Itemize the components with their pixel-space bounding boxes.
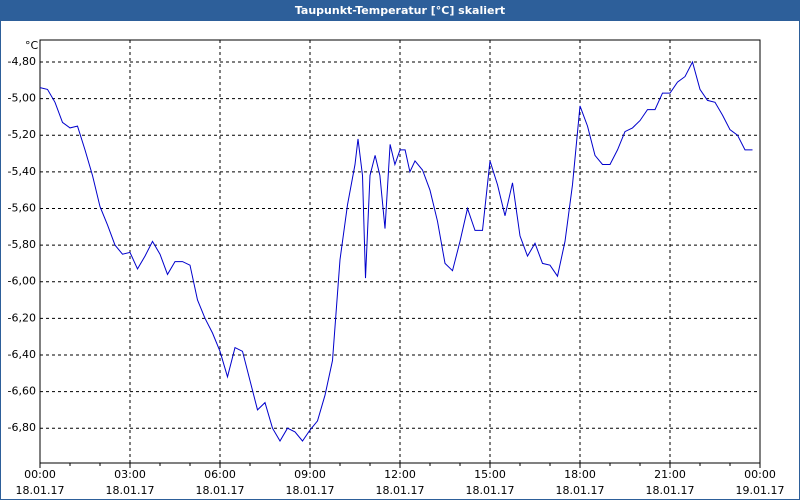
x-tick-label: 09:00 (294, 468, 326, 481)
x-tick-label: 18:00 (564, 468, 596, 481)
y-tick-label: -6,20 (8, 311, 36, 324)
x-tick-date: 18.01.17 (16, 484, 65, 497)
y-tick-label: -5,40 (8, 165, 36, 178)
x-tick-date: 18.01.17 (466, 484, 515, 497)
x-tick-date: 18.01.17 (286, 484, 335, 497)
x-tick-date: 18.01.17 (196, 484, 245, 497)
y-tick-label: -6,80 (8, 421, 36, 434)
x-tick-date: 18.01.17 (106, 484, 155, 497)
y-tick-label: -5,20 (8, 128, 36, 141)
x-tick-date: 18.01.17 (646, 484, 695, 497)
x-tick-date: 19.01.17 (736, 484, 785, 497)
y-tick-label: -6,00 (8, 275, 36, 288)
x-tick-label: 00:00 (24, 468, 56, 481)
x-tick-label: 21:00 (654, 468, 686, 481)
x-tick-label: 06:00 (204, 468, 236, 481)
data-line (39, 60, 753, 442)
y-tick-label: -5,80 (8, 238, 36, 251)
x-tick-label: 03:00 (114, 468, 146, 481)
y-tick-label: -5,60 (8, 201, 36, 214)
x-tick-label: 12:00 (384, 468, 416, 481)
y-tick-label: -4,80 (8, 55, 36, 68)
x-tick-label: 15:00 (474, 468, 506, 481)
x-tick-date: 18.01.17 (556, 484, 605, 497)
x-tick-date: 18.01.17 (376, 484, 425, 497)
x-tick-label: 00:00 (744, 468, 776, 481)
y-tick-label: -6,40 (8, 348, 36, 361)
y-unit: °C (25, 39, 39, 52)
title-bar (0, 0, 800, 21)
y-tick-label: -6,60 (8, 385, 36, 398)
y-tick-label: -5,00 (8, 92, 36, 105)
chart-title: Taupunkt-Temperatur [°C] skaliert (295, 4, 505, 17)
